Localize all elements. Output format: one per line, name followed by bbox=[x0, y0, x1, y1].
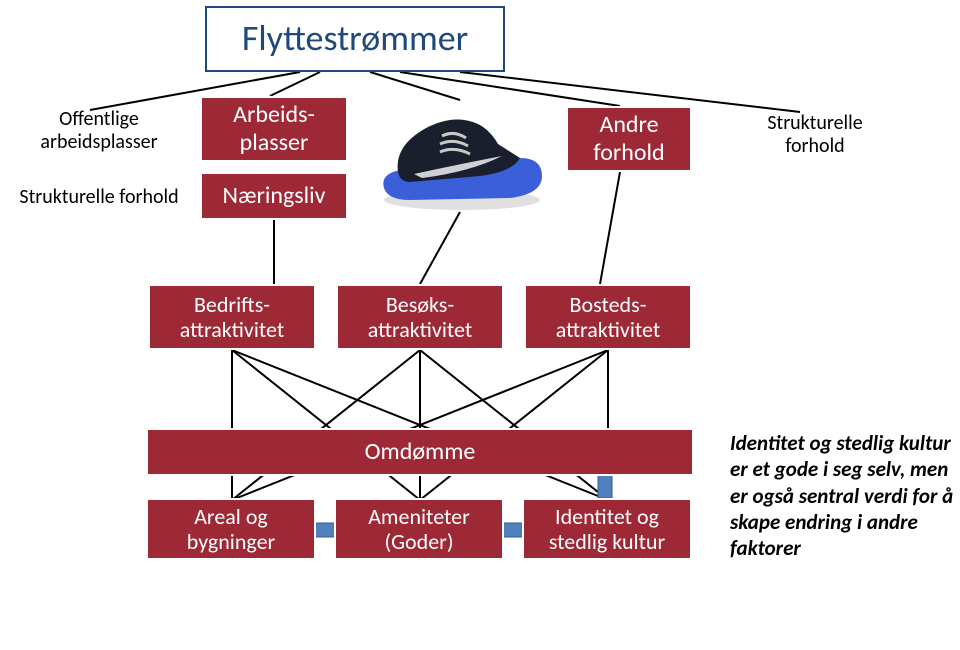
strukturelle-right-text: Strukturelle forhold bbox=[740, 110, 890, 160]
bedrifts-box: Bedrifts- attraktivitet bbox=[148, 284, 316, 350]
side-commentary-text: Identitet og stedlig kultur er et gode i… bbox=[730, 430, 955, 630]
title-label: Flyttestrømmer bbox=[242, 18, 468, 59]
strukt-right-label: Strukturelle forhold bbox=[740, 112, 890, 158]
arbeidsplasser-label: Arbeids- plasser bbox=[233, 101, 315, 156]
naeringsliv-box: Næringsliv bbox=[200, 172, 348, 220]
omdomme-label: Omdømme bbox=[365, 438, 476, 466]
naeringsliv-label: Næringsliv bbox=[222, 182, 325, 210]
bosteds-box: Bosteds- attraktivitet bbox=[524, 284, 692, 350]
andre-label: Andre forhold bbox=[568, 111, 690, 166]
side-commentary-label: Identitet og stedlig kultur er et gode i… bbox=[730, 430, 953, 561]
strukt-left-label: Strukturelle forhold bbox=[19, 186, 178, 209]
ameniteter-box: Ameniteter (Goder) bbox=[334, 498, 504, 560]
besoks-label: Besøks- attraktivitet bbox=[368, 292, 473, 343]
besoks-box: Besøks- attraktivitet bbox=[336, 284, 504, 350]
strukturelle-left-text: Strukturelle forhold bbox=[18, 172, 180, 222]
bedrifts-label: Bedrifts- attraktivitet bbox=[180, 292, 285, 343]
offentlige-label: Offentlige arbeidsplasser bbox=[18, 108, 180, 154]
andre-forhold-box: Andre forhold bbox=[566, 106, 692, 172]
offentlige-arbeidsplasser-text: Offentlige arbeidsplasser bbox=[18, 106, 180, 156]
identitet-label: Identitet og stedlig kultur bbox=[524, 504, 690, 555]
arbeidsplasser-box: Arbeids- plasser bbox=[200, 96, 348, 162]
areal-box: Areal og bygninger bbox=[146, 498, 316, 560]
identitet-box: Identitet og stedlig kultur bbox=[522, 498, 692, 560]
omdomme-box: Omdømme bbox=[146, 428, 694, 476]
title-box: Flyttestrømmer bbox=[205, 6, 505, 72]
bosteds-label: Bosteds- attraktivitet bbox=[556, 292, 661, 343]
areal-label: Areal og bygninger bbox=[148, 504, 314, 555]
shoe-image bbox=[370, 96, 550, 216]
ameniteter-label: Ameniteter (Goder) bbox=[336, 504, 502, 555]
